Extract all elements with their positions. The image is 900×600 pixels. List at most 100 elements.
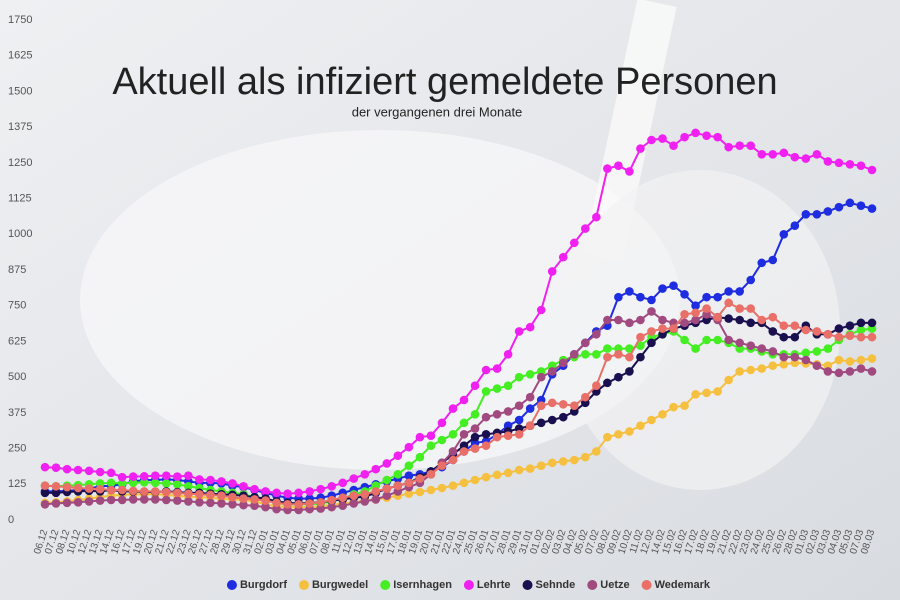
y-tick-label: 875 — [8, 264, 26, 276]
data-point — [217, 491, 226, 501]
data-point — [669, 402, 678, 412]
data-point — [724, 298, 733, 308]
data-point — [73, 497, 83, 507]
legend-marker — [522, 580, 533, 590]
data-point — [625, 287, 634, 296]
data-point — [625, 344, 634, 353]
data-point — [382, 475, 392, 485]
data-point — [713, 387, 722, 396]
data-point — [95, 467, 105, 477]
data-point — [481, 429, 491, 439]
data-point — [349, 499, 359, 508]
data-point — [547, 458, 557, 468]
data-point — [305, 487, 314, 496]
data-point — [195, 497, 204, 507]
data-point — [228, 492, 237, 502]
data-point — [724, 375, 733, 385]
data-point — [525, 392, 535, 402]
data-point — [680, 318, 689, 328]
data-point — [536, 401, 546, 411]
data-point — [647, 307, 656, 316]
data-point — [823, 157, 833, 166]
data-point — [84, 466, 94, 476]
y-tick-label: 750 — [8, 300, 26, 312]
data-point — [84, 484, 94, 493]
data-point — [801, 209, 811, 219]
data-point — [492, 409, 502, 419]
data-point — [415, 452, 425, 462]
data-point — [757, 344, 767, 353]
data-point — [448, 404, 458, 413]
data-point — [239, 494, 248, 503]
data-point — [558, 412, 568, 422]
data-point — [867, 354, 877, 363]
data-point — [128, 486, 138, 496]
data-point — [73, 483, 83, 493]
data-point — [768, 327, 778, 336]
data-point — [691, 301, 700, 311]
data-point — [470, 432, 480, 442]
data-point — [62, 482, 72, 492]
data-point — [117, 479, 127, 488]
data-point — [117, 485, 127, 495]
legend-label: Burgdorf — [240, 579, 287, 591]
data-point — [592, 447, 601, 456]
data-point — [592, 349, 601, 359]
data-point — [272, 498, 281, 508]
data-point — [161, 495, 171, 505]
data-point — [603, 164, 612, 173]
data-point — [735, 287, 744, 296]
data-point — [360, 489, 370, 499]
data-point — [338, 493, 348, 503]
data-point — [349, 474, 359, 483]
data-point — [746, 141, 756, 151]
data-point — [150, 487, 160, 496]
data-point — [636, 341, 645, 351]
data-point — [470, 475, 480, 485]
data-point — [812, 149, 822, 159]
data-point — [856, 318, 866, 328]
data-point — [691, 315, 700, 325]
data-point — [250, 501, 259, 511]
data-point — [713, 312, 722, 322]
data-point — [724, 314, 733, 323]
data-point — [845, 321, 855, 331]
legend-label: Isernhagen — [393, 579, 452, 591]
data-point — [470, 409, 480, 419]
data-point — [228, 499, 237, 509]
data-point — [647, 327, 656, 336]
data-point — [603, 344, 612, 353]
data-point — [139, 477, 149, 487]
data-point — [371, 495, 381, 504]
data-point — [525, 404, 535, 413]
data-point — [735, 338, 744, 348]
data-point — [856, 201, 866, 211]
data-point — [658, 315, 667, 325]
data-point — [647, 338, 656, 348]
data-point — [856, 161, 866, 171]
data-point — [437, 461, 447, 471]
data-point — [702, 335, 711, 345]
y-tick-label: 1750 — [8, 14, 32, 26]
data-point — [195, 475, 204, 484]
data-point — [680, 401, 689, 411]
data-point — [459, 418, 469, 428]
data-point — [470, 444, 480, 453]
data-point — [625, 367, 634, 376]
data-point — [823, 367, 833, 376]
data-point — [547, 415, 557, 425]
data-point — [338, 501, 348, 511]
data-point — [481, 387, 491, 396]
data-point — [713, 132, 722, 142]
data-point — [746, 365, 756, 375]
data-point — [801, 154, 811, 163]
data-point — [404, 471, 414, 481]
data-point — [459, 395, 469, 405]
chart-subtitle: der vergangenen drei Monate — [352, 104, 523, 119]
data-point — [239, 481, 248, 491]
data-point — [106, 485, 116, 495]
data-point — [713, 292, 722, 302]
data-point — [647, 415, 656, 425]
data-point — [382, 484, 392, 493]
data-point — [459, 447, 469, 456]
